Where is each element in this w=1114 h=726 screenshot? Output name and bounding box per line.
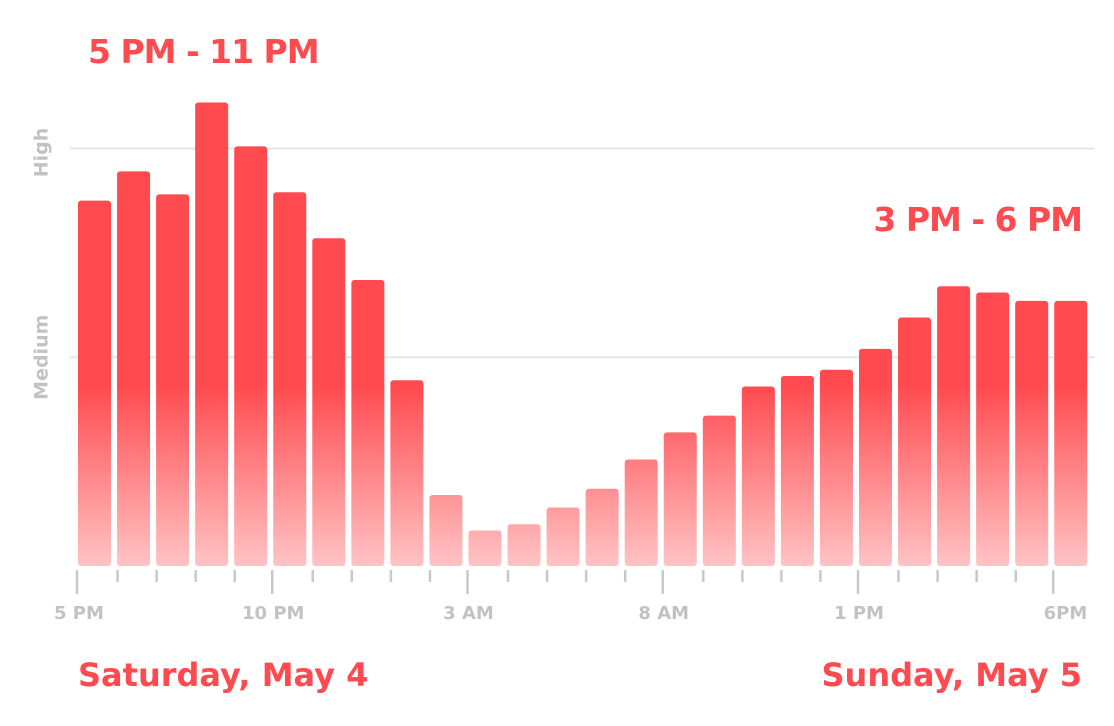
- bar: [780, 376, 814, 566]
- y-label-high: High: [31, 128, 53, 178]
- peak-label-evening: 5 PM - 11 PM: [88, 32, 320, 71]
- x-tick-label: 8 AM: [638, 603, 689, 624]
- bar: [585, 488, 619, 566]
- bar: [507, 524, 541, 566]
- y-label-medium: Medium: [31, 315, 53, 400]
- bar: [702, 415, 736, 566]
- x-tick-label: 10 PM: [242, 603, 304, 624]
- bar: [937, 286, 971, 566]
- x-axis-labels: 5 PM 10 PM 3 AM 8 AM 1 PM 6PM: [54, 603, 1087, 624]
- bar: [819, 369, 853, 566]
- bar: [468, 530, 502, 566]
- bar: [156, 194, 190, 566]
- bar: [390, 380, 424, 566]
- bar: [429, 495, 463, 566]
- bar: [351, 279, 385, 566]
- bar: [546, 507, 580, 566]
- y-axis-labels: High Medium: [31, 128, 53, 400]
- bar: [117, 171, 151, 566]
- bar: [663, 432, 697, 566]
- x-tick-label: 3 AM: [443, 603, 494, 624]
- bar: [859, 348, 892, 566]
- bar: [1054, 300, 1088, 566]
- x-tick-label: 6PM: [1044, 603, 1088, 624]
- bar: [1015, 300, 1049, 566]
- day-label-saturday: Saturday, May 4: [78, 656, 369, 694]
- day-label-sunday: Sunday, May 5: [821, 656, 1082, 694]
- bar: [273, 192, 307, 566]
- bar: [624, 459, 658, 566]
- x-tick-label: 5 PM: [54, 603, 104, 624]
- bar: [195, 102, 229, 567]
- bar: [234, 146, 268, 567]
- bar: [741, 386, 775, 566]
- bar: [78, 200, 111, 567]
- bar: [312, 238, 346, 566]
- bar: [898, 317, 932, 566]
- bars: [78, 102, 1088, 567]
- peak-label-afternoon: 3 PM - 6 PM: [873, 200, 1083, 239]
- x-tick-label: 1 PM: [834, 603, 884, 624]
- bar: [976, 292, 1010, 566]
- x-axis: [75, 570, 1055, 594]
